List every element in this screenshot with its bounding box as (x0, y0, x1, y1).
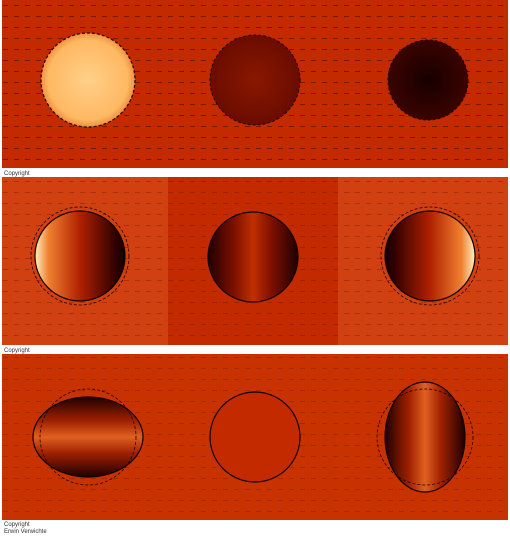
bubble (32, 396, 144, 478)
caption: Copyright (4, 348, 30, 354)
bubble (387, 39, 469, 121)
bubble (384, 210, 476, 302)
caption-author: Erwin Verwichte (4, 529, 47, 535)
caption: Copyright (4, 171, 30, 177)
caption: Copyright (4, 522, 30, 528)
bubble-outline (30, 206, 130, 306)
bubble (34, 210, 126, 302)
row-1 (2, 0, 508, 168)
row-2 (2, 177, 508, 345)
bubble (40, 32, 136, 128)
bubble (207, 211, 299, 303)
bubble (209, 391, 301, 483)
bubble (209, 34, 301, 126)
bubble (384, 381, 466, 493)
row-3 (2, 354, 508, 520)
bubble-outline (380, 206, 480, 306)
bubble-outline (39, 388, 137, 486)
bubble-outline (376, 388, 474, 486)
